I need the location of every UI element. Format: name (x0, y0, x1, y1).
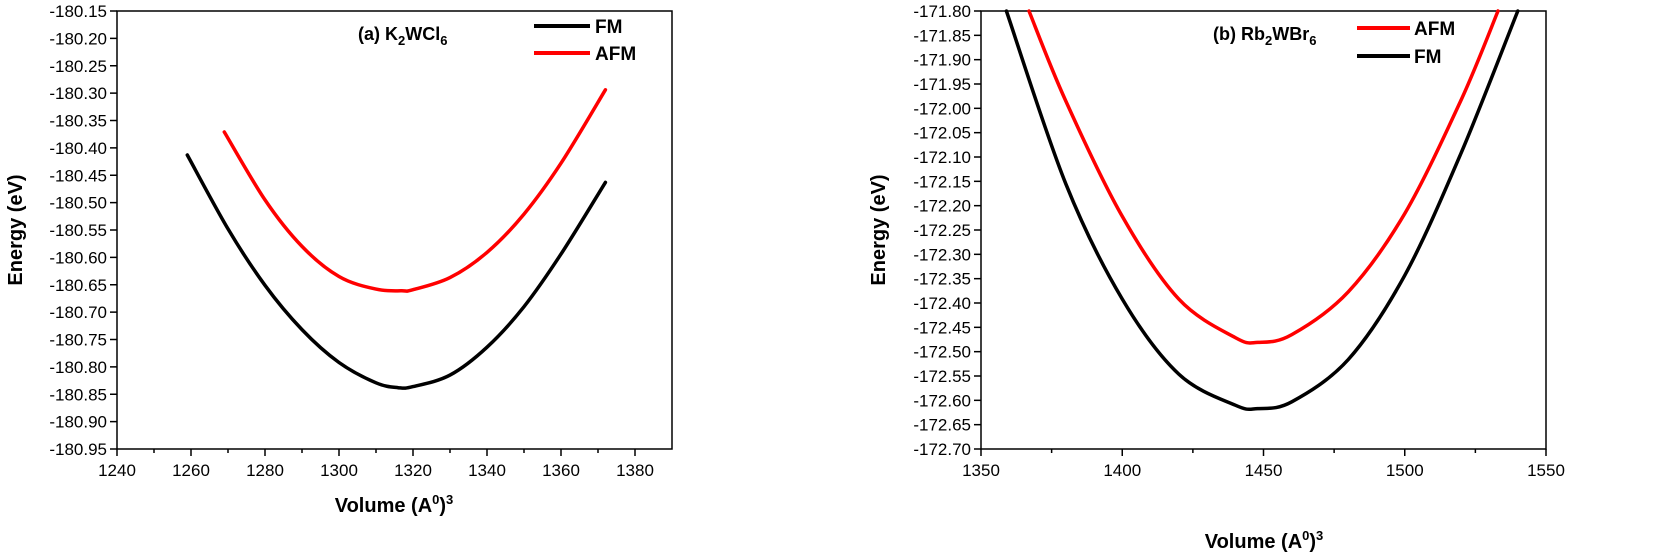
y-axis-title: Energy (eV) (868, 174, 890, 285)
plot-frame (980, 10, 1547, 450)
legend-label-afm: AFM (595, 44, 636, 65)
y-tick-label: -172.40 (913, 294, 971, 313)
y-tick-label: -180.40 (49, 139, 107, 158)
x-tick-label: 1400 (1103, 461, 1141, 480)
chart-panel-b: -171.80 -171.85 -171.90 -171.95 -172.00 -172.… (868, 2, 1565, 553)
y-tick-label: -180.90 (49, 413, 107, 432)
panel-title-mid: WBr (1272, 24, 1309, 44)
legend-label-afm: AFM (1414, 19, 1455, 40)
x-axis-title-prefix: Volume (A (335, 495, 432, 517)
y-tick-label: -171.80 (913, 2, 971, 21)
x-axis-ticks: 1240 1260 1280 1300 1320 1340 1360 1380 (98, 449, 654, 480)
y-tick-label: -172.45 (913, 318, 971, 337)
x-axis-title: Volume (A0)3 (335, 492, 454, 517)
x-tick-label: 1280 (246, 461, 284, 480)
y-axis-title: Energy (eV) (5, 174, 27, 285)
y-tick-label: -180.20 (49, 29, 107, 48)
panel-title: (a) K2WCl6 (358, 24, 447, 48)
x-tick-label: 1320 (394, 461, 432, 480)
y-tick-label: -171.95 (913, 75, 971, 94)
x-tick-label: 1500 (1386, 461, 1424, 480)
y-axis-ticks: -171.80 -171.85 -171.90 -171.95 -172.00 -172.… (913, 2, 981, 459)
panel-title-sub2: 6 (440, 33, 447, 48)
y-tick-label: -180.45 (49, 166, 107, 185)
y-tick-label: -172.70 (913, 440, 971, 459)
x-tick-label: 1380 (616, 461, 654, 480)
y-tick-label: -180.35 (49, 112, 107, 131)
y-tick-label: -172.00 (913, 99, 971, 118)
x-axis-title-sup1: 0 (1302, 528, 1309, 543)
y-tick-label: -180.25 (49, 57, 107, 76)
y-tick-label: -180.55 (49, 221, 107, 240)
y-tick-label: -180.65 (49, 276, 107, 295)
x-axis-title-sup1: 0 (432, 492, 439, 507)
x-axis-title-mid: ) (1309, 531, 1316, 553)
x-tick-label: 1360 (542, 461, 580, 480)
plot-frame (116, 10, 673, 450)
legend-label-fm: FM (595, 17, 622, 38)
panel-title-sub2: 6 (1309, 33, 1316, 48)
series-line-fm (185, 153, 608, 390)
y-tick-label: -172.55 (913, 367, 971, 386)
y-tick-label: -180.70 (49, 303, 107, 322)
y-tick-label: -180.30 (49, 84, 107, 103)
y-axis-ticks: -180.15 -180.20 -180.25 -180.30 -180.35 -180.… (49, 2, 117, 459)
x-axis-title-mid: ) (439, 495, 446, 517)
x-tick-label: 1450 (1245, 461, 1283, 480)
panel-title-sub1: 2 (1265, 33, 1272, 48)
series-line-afm (1027, 9, 1500, 345)
legend-label-fm: FM (1414, 47, 1441, 68)
y-tick-label: -180.80 (49, 358, 107, 377)
y-tick-label: -180.95 (49, 440, 107, 459)
x-axis-title-sup2: 3 (446, 492, 453, 507)
y-tick-label: -180.15 (49, 2, 107, 21)
chart-panel-a: -180.15 -180.20 -180.25 -180.30 -180.35 -180.… (5, 2, 673, 517)
legend: AFM FM (1357, 19, 1455, 68)
x-tick-label: 1300 (320, 461, 358, 480)
x-tick-label: 1240 (98, 461, 136, 480)
x-tick-label: 1260 (172, 461, 210, 480)
y-tick-label: -172.15 (913, 172, 971, 191)
y-tick-label: -172.25 (913, 221, 971, 240)
x-tick-label: 1350 (962, 461, 1000, 480)
y-tick-label: -172.30 (913, 245, 971, 264)
y-tick-label: -180.85 (49, 385, 107, 404)
y-tick-label: -172.20 (913, 197, 971, 216)
y-tick-label: -172.50 (913, 343, 971, 362)
y-tick-label: -172.35 (913, 270, 971, 289)
y-tick-label: -180.75 (49, 331, 107, 350)
series-line-afm (222, 88, 608, 293)
y-tick-label: -180.60 (49, 248, 107, 267)
panel-title-prefix: (a) K (358, 24, 398, 44)
panel-title: (b) Rb2WBr6 (1213, 24, 1316, 48)
panel-title-mid: WCl (405, 24, 440, 44)
panel-title-prefix: (b) Rb (1213, 24, 1265, 44)
series-group (185, 88, 608, 390)
y-tick-label: -171.85 (913, 26, 971, 45)
x-tick-label: 1550 (1527, 461, 1565, 480)
x-axis-title-sup2: 3 (1316, 528, 1323, 543)
y-tick-label: -171.90 (913, 51, 971, 70)
x-axis-title-prefix: Volume (A (1205, 531, 1302, 553)
legend: FM AFM (534, 17, 636, 65)
panel-title-sub1: 2 (398, 33, 405, 48)
y-tick-label: -180.50 (49, 194, 107, 213)
series-line-fm (1004, 9, 1520, 412)
x-tick-label: 1340 (468, 461, 506, 480)
y-tick-label: -172.60 (913, 391, 971, 410)
x-axis-ticks: 1350 1400 1450 1500 1550 (962, 449, 1565, 480)
x-axis-title: Volume (A0)3 (1205, 528, 1324, 553)
series-group (1004, 9, 1520, 412)
y-tick-label: -172.10 (913, 148, 971, 167)
y-tick-label: -172.65 (913, 416, 971, 435)
y-tick-label: -172.05 (913, 124, 971, 143)
